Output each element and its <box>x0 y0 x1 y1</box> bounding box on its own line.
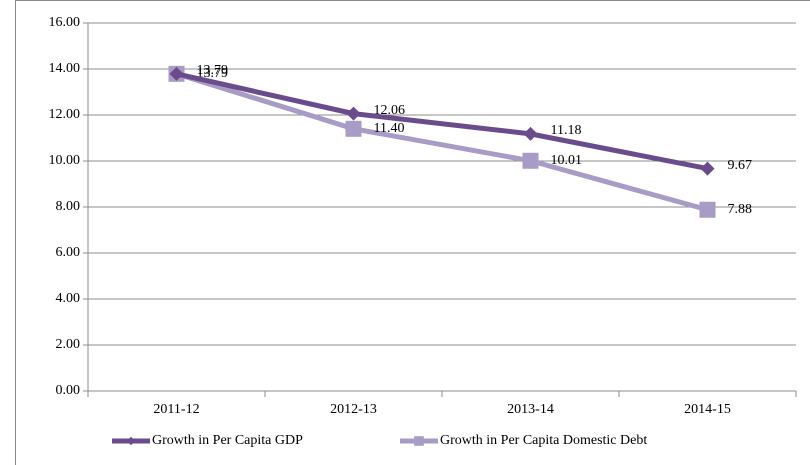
y-tick-label: 6.00 <box>56 245 81 260</box>
series-line <box>175 71 709 213</box>
legend-marker <box>414 436 424 446</box>
data-label: 9.67 <box>728 158 753 173</box>
data-label: 10.01 <box>551 153 583 168</box>
data-point <box>699 201 716 218</box>
data-point <box>169 66 184 81</box>
data-point <box>345 120 362 137</box>
x-tick-label: 2012-13 <box>330 402 377 417</box>
y-tick-label: 16.00 <box>49 15 81 30</box>
y-tick-label: 14.00 <box>49 61 81 76</box>
y-tick-label: 10.00 <box>49 153 81 168</box>
x-tick-label: 2013-14 <box>507 402 554 417</box>
chart-border <box>15 0 810 465</box>
data-label: 13.79 <box>197 63 229 78</box>
legend-label: Growth in Per Capita Domestic Debt <box>440 433 647 448</box>
data-point <box>700 161 715 176</box>
y-tick-label: 0.00 <box>56 383 81 398</box>
data-label: 11.40 <box>374 121 405 136</box>
y-tick-label: 12.00 <box>49 107 81 122</box>
data-point <box>522 152 539 169</box>
y-tick-label: 2.00 <box>56 337 81 352</box>
legend-label: Growth in Per Capita GDP <box>152 433 303 448</box>
data-label: 13.79 <box>197 66 229 81</box>
data-label: 11.18 <box>551 123 582 138</box>
data-label: 7.88 <box>728 202 753 217</box>
series-line <box>175 71 708 172</box>
y-tick-label: 4.00 <box>56 291 81 306</box>
x-tick-label: 2011-12 <box>153 402 199 417</box>
legend-marker <box>126 436 136 446</box>
data-label: 12.06 <box>374 103 406 118</box>
x-tick-label: 2014-15 <box>684 402 731 417</box>
y-tick-label: 8.00 <box>56 199 81 214</box>
data-point <box>346 106 361 121</box>
data-point <box>523 126 538 141</box>
